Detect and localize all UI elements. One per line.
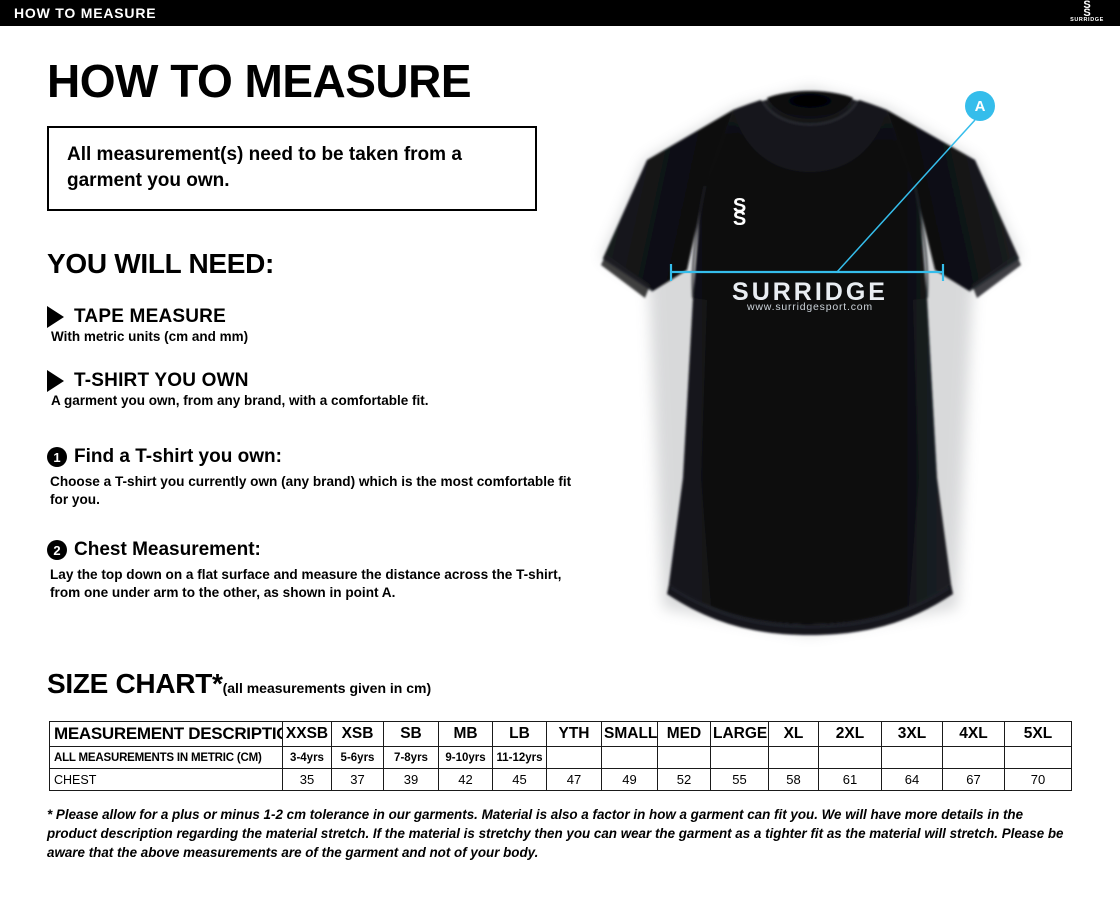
cell-measurement-description: MEASUREMENT DESCRIPTION bbox=[49, 721, 283, 747]
table-cell: 11-12yrs bbox=[492, 746, 547, 769]
table-cell bbox=[710, 746, 769, 769]
table-cell: 42 bbox=[438, 768, 493, 791]
table-cell: 70 bbox=[1004, 768, 1072, 791]
table-col-header: XXSB bbox=[282, 721, 332, 747]
table-cell: 49 bbox=[601, 768, 658, 791]
table-cell: 58 bbox=[768, 768, 819, 791]
need-sub-tshirt: A garment you own, from any brand, with … bbox=[51, 393, 429, 409]
table-cell: 35 bbox=[282, 768, 332, 791]
footnote-text: * Please allow for a plus or minus 1-2 c… bbox=[47, 807, 1064, 861]
table-cell bbox=[546, 746, 602, 769]
table-cell: 55 bbox=[710, 768, 769, 791]
table-cell: 61 bbox=[818, 768, 882, 791]
table-cell: 52 bbox=[657, 768, 711, 791]
need-label-tape-measure: TAPE MEASURE bbox=[74, 306, 226, 328]
step-body-2: Lay the top down on a flat surface and m… bbox=[50, 567, 562, 601]
need-sub-tape-measure: With metric units (cm and mm) bbox=[51, 329, 249, 345]
you-will-need-heading: YOU WILL NEED: bbox=[47, 248, 275, 280]
table-cell: 3-4yrs bbox=[282, 746, 332, 769]
table-cell bbox=[768, 746, 819, 769]
size-chart-subtitle: (all measurements given in cm) bbox=[222, 680, 432, 696]
table-col-header: XSB bbox=[331, 721, 384, 747]
size-chart-table: MEASUREMENT DESCRIPTION XXSB XSB SB MB L… bbox=[49, 721, 1072, 791]
table-cell bbox=[601, 746, 658, 769]
top-bar-title: HOW TO MEASURE bbox=[14, 5, 157, 21]
left-content-column: HOW TO MEASURE All measurement(s) need t… bbox=[47, 58, 587, 602]
callout-box: All measurement(s) need to be taken from… bbox=[47, 126, 537, 212]
table-col-header: YTH bbox=[546, 721, 602, 747]
need-label-tshirt: T-SHIRT YOU OWN bbox=[74, 370, 249, 392]
table-col-header: LARGE bbox=[710, 721, 769, 747]
callout-text: All measurement(s) need to be taken from… bbox=[67, 144, 462, 191]
table-cell bbox=[881, 746, 943, 769]
page-title: HOW TO MEASURE bbox=[47, 55, 472, 107]
table-row-chest: CHEST 35 37 39 42 45 47 49 52 55 58 61 6… bbox=[49, 768, 1072, 791]
chest-measure-line bbox=[669, 264, 945, 281]
marker-leader-line bbox=[836, 119, 976, 273]
table-cell: 64 bbox=[881, 768, 943, 791]
need-item-tshirt: T-SHIRT YOU OWN A garment you own, from … bbox=[47, 370, 587, 408]
table-col-header: SMALL bbox=[601, 721, 658, 747]
step-body-1: Choose a T-shirt you currently own (any … bbox=[50, 474, 572, 508]
table-col-header: XL bbox=[768, 721, 819, 747]
size-chart-heading: SIZE CHART*(all measurements given in cm… bbox=[47, 668, 431, 700]
table-col-header: 4XL bbox=[942, 721, 1005, 747]
table-cell: 67 bbox=[942, 768, 1005, 791]
step-title-2: Chest Measurement: bbox=[74, 539, 261, 561]
step-number-badge-2: 2 bbox=[47, 540, 67, 561]
cell-row-label: ALL MEASUREMENTS IN METRIC (CM) bbox=[49, 746, 283, 769]
table-row-age: ALL MEASUREMENTS IN METRIC (CM) 3-4yrs 5… bbox=[49, 746, 1072, 769]
table-cell: 5-6yrs bbox=[331, 746, 384, 769]
table-col-header: 3XL bbox=[881, 721, 943, 747]
triangle-bullet-icon bbox=[47, 306, 64, 329]
step-number-badge-1: 1 bbox=[47, 447, 67, 468]
table-cell: 39 bbox=[383, 768, 439, 791]
table-col-header: 5XL bbox=[1004, 721, 1072, 747]
table-col-header: MB bbox=[438, 721, 493, 747]
triangle-bullet-icon bbox=[47, 370, 64, 393]
table-cell bbox=[1004, 746, 1072, 769]
table-cell bbox=[657, 746, 711, 769]
garment-brand-url: www.surridgesport.com bbox=[747, 301, 873, 313]
measure-point-badge-a: A bbox=[965, 91, 995, 121]
table-cell: 47 bbox=[546, 768, 602, 791]
table-cell: 45 bbox=[492, 768, 547, 791]
table-col-header: LB bbox=[492, 721, 547, 747]
surridge-wordmark: SURRIDGE bbox=[1070, 17, 1104, 23]
tshirt-graphic-icon bbox=[601, 88, 1021, 635]
table-cell: 9-10yrs bbox=[438, 746, 493, 769]
table-col-header: MED bbox=[657, 721, 711, 747]
step-2: 2 Chest Measurement: Lay the top down on… bbox=[47, 539, 587, 602]
garment-brand-name: SURRIDGE bbox=[732, 278, 888, 306]
size-chart-title: SIZE CHART* bbox=[47, 668, 223, 699]
table-cell: 37 bbox=[331, 768, 384, 791]
step-title-1: Find a T-shirt you own: bbox=[74, 446, 282, 468]
table-cell: 7-8yrs bbox=[383, 746, 439, 769]
table-cell bbox=[942, 746, 1005, 769]
step-1: 1 Find a T-shirt you own: Choose a T-shi… bbox=[47, 446, 587, 509]
table-col-header: 2XL bbox=[818, 721, 882, 747]
table-row-header: MEASUREMENT DESCRIPTION XXSB XSB SB MB L… bbox=[49, 721, 1072, 747]
table-col-header: SB bbox=[383, 721, 439, 747]
cell-row-label: CHEST bbox=[49, 768, 283, 791]
need-item-tape-measure: TAPE MEASURE With metric units (cm and m… bbox=[47, 306, 587, 344]
table-cell bbox=[818, 746, 882, 769]
